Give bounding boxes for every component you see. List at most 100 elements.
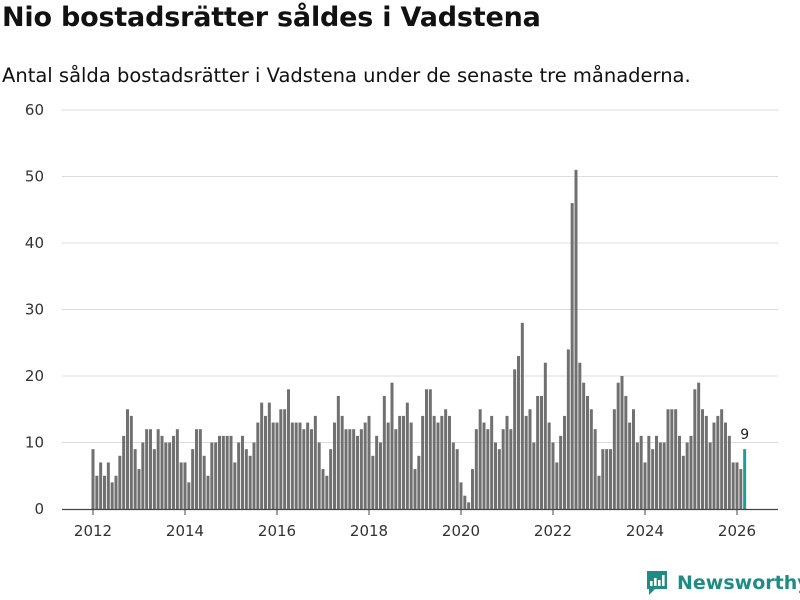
bar <box>294 422 298 509</box>
bar <box>206 475 210 509</box>
bar <box>310 429 313 509</box>
bar <box>647 435 651 509</box>
bar <box>436 422 440 509</box>
bar <box>405 402 409 509</box>
x-tick-label: 2014 <box>166 522 204 540</box>
bar <box>655 435 658 509</box>
bar <box>321 469 325 509</box>
bar <box>118 455 122 509</box>
bar <box>505 415 509 509</box>
bar <box>175 429 179 509</box>
bar <box>237 442 241 509</box>
newsworthy-logo[interactable]: Newsworthy <box>645 568 800 598</box>
x-axis: 2012 2014 2016 2018 2020 2022 2024 2026 <box>62 508 778 540</box>
bar <box>371 455 375 509</box>
bar <box>563 415 566 509</box>
bar <box>455 449 459 509</box>
bar <box>298 422 302 509</box>
bar <box>609 449 612 509</box>
bar <box>685 442 689 509</box>
bar <box>386 422 390 509</box>
bar <box>597 475 601 509</box>
bar <box>233 462 237 509</box>
bar <box>149 429 152 509</box>
bar <box>681 455 685 509</box>
bar <box>428 389 432 509</box>
bar <box>632 409 635 509</box>
bar <box>463 495 467 509</box>
bar <box>382 395 386 509</box>
bar <box>543 362 547 509</box>
bar <box>229 435 233 509</box>
x-tick-label: 2024 <box>626 522 664 540</box>
bar <box>156 429 160 509</box>
bar <box>252 442 256 509</box>
bar <box>720 409 724 509</box>
bar <box>221 435 225 509</box>
y-tick-label: 0 <box>34 500 44 518</box>
bar <box>313 415 317 509</box>
bar <box>198 429 202 509</box>
y-tick-label: 50 <box>25 168 44 186</box>
bar <box>290 422 294 509</box>
x-tick-label: 2012 <box>74 522 112 540</box>
bar <box>195 429 198 509</box>
bar <box>651 449 655 509</box>
bar <box>329 449 333 509</box>
bar <box>218 435 221 509</box>
bar <box>528 409 532 509</box>
bar <box>513 369 517 509</box>
bar <box>440 415 444 509</box>
bar <box>106 462 110 509</box>
bar <box>448 415 451 509</box>
bar <box>275 422 279 509</box>
bar <box>643 462 647 509</box>
bar <box>731 462 735 509</box>
bar <box>306 422 310 509</box>
bar <box>524 415 528 509</box>
last-value-label: 9 <box>740 427 749 443</box>
bar <box>482 422 486 509</box>
bar <box>444 409 448 509</box>
bar <box>344 429 348 509</box>
bar <box>704 415 708 509</box>
bar <box>478 409 482 509</box>
bar <box>363 422 367 509</box>
bar <box>183 462 187 509</box>
bar <box>612 409 616 509</box>
bar <box>471 469 474 509</box>
bar <box>708 442 712 509</box>
bar <box>540 395 543 509</box>
bar <box>486 429 490 509</box>
bar <box>490 415 494 509</box>
bar <box>674 409 678 509</box>
bar <box>451 442 455 509</box>
bar <box>421 415 425 509</box>
bar <box>359 429 363 509</box>
bar <box>352 429 356 509</box>
data-labels: 9 <box>740 427 749 443</box>
bar <box>670 409 674 509</box>
bar <box>559 435 563 509</box>
bar <box>459 482 463 509</box>
bar <box>658 442 662 509</box>
bar <box>225 435 229 509</box>
bar <box>202 455 206 509</box>
x-tick-label: 2018 <box>350 522 388 540</box>
bar <box>248 455 252 509</box>
bar <box>390 382 394 509</box>
bar <box>114 475 118 509</box>
bar <box>432 415 436 509</box>
bar <box>712 422 716 509</box>
bar <box>126 409 129 509</box>
bar <box>620 376 624 509</box>
bar <box>325 475 329 509</box>
bar <box>375 435 379 509</box>
bar <box>593 429 597 509</box>
bar <box>168 442 172 509</box>
bar <box>697 382 701 509</box>
bar <box>517 356 520 509</box>
bar <box>582 382 586 509</box>
bar <box>141 442 145 509</box>
